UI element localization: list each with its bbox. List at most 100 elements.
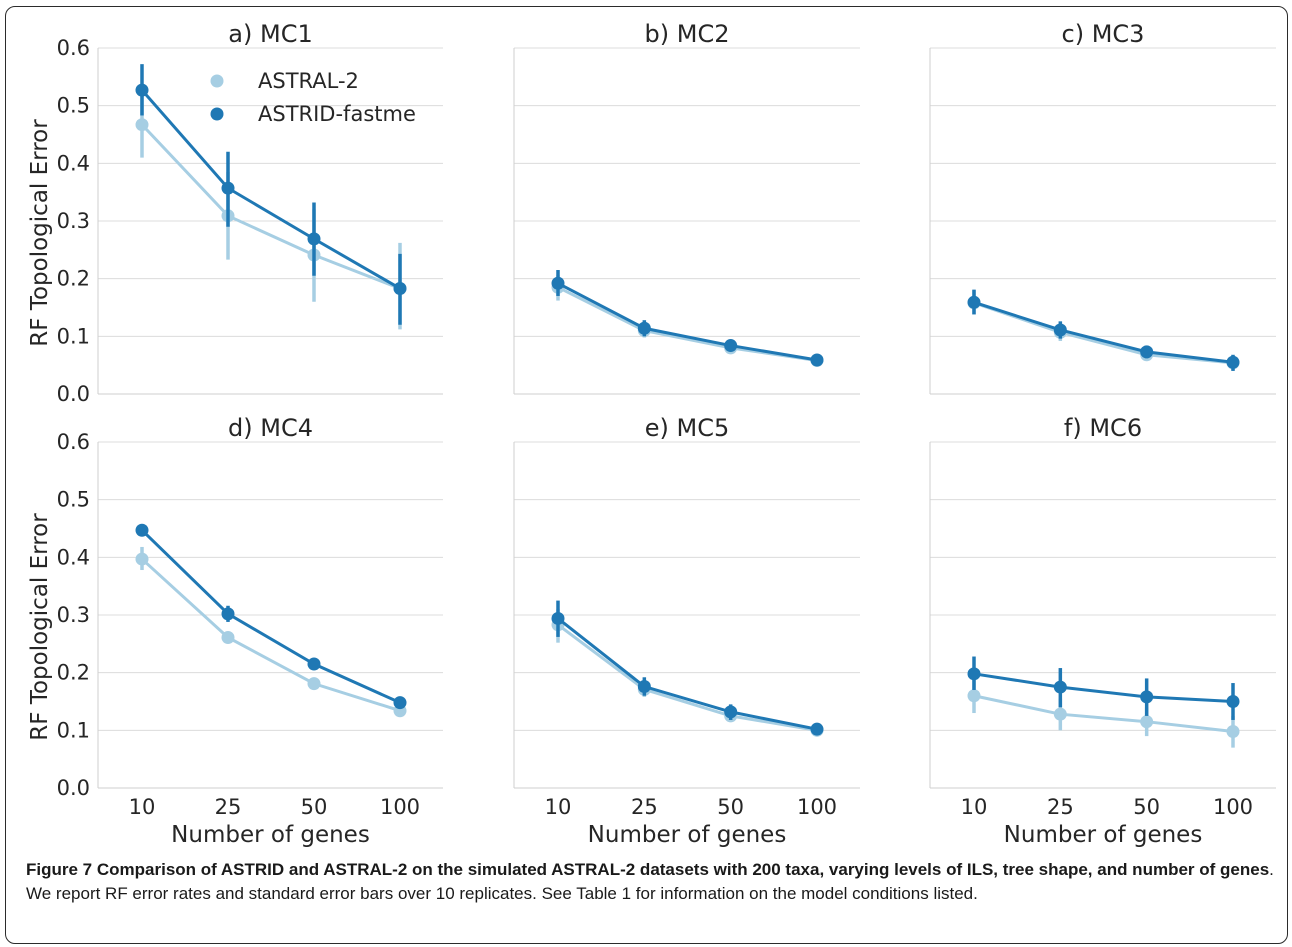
series-line bbox=[973, 694, 1234, 733]
data-point bbox=[637, 680, 651, 694]
data-point bbox=[1053, 323, 1067, 337]
y-tick-label: 0.2 bbox=[57, 661, 90, 685]
legend-marker bbox=[210, 74, 224, 88]
x-axis-label: Number of genes bbox=[1004, 822, 1203, 848]
data-point bbox=[135, 552, 149, 566]
y-tick-label: 0.3 bbox=[57, 603, 90, 627]
data-point bbox=[637, 321, 651, 335]
series-line bbox=[140, 557, 401, 713]
panel-title: f) MC6 bbox=[1064, 414, 1142, 442]
figure-frame bbox=[5, 6, 1288, 944]
y-tick-label: 0.6 bbox=[57, 430, 90, 454]
panel-5: e) MC5 10 25 50 100 Number of genes bbox=[513, 414, 860, 848]
x-tick-label: 100 bbox=[797, 795, 837, 819]
data-point bbox=[393, 696, 407, 710]
panel-title: c) MC3 bbox=[1062, 20, 1145, 48]
data-point bbox=[135, 523, 149, 537]
data-point bbox=[307, 232, 321, 246]
x-axis-label: Number of genes bbox=[171, 822, 370, 848]
data-point bbox=[967, 689, 981, 703]
y-tick-label: 0.5 bbox=[57, 488, 90, 512]
data-point bbox=[1053, 707, 1067, 721]
data-point bbox=[307, 657, 321, 671]
series-astral-2 bbox=[967, 678, 1240, 748]
x-tick-label: 25 bbox=[1047, 795, 1074, 819]
x-tick-label: 50 bbox=[717, 795, 744, 819]
legend-label: ASTRAL-2 bbox=[258, 69, 359, 93]
y-tick-label: 0.5 bbox=[57, 94, 90, 118]
caption-title: Comparison of ASTRID and ASTRAL-2 on the… bbox=[96, 860, 1270, 879]
caption-label: Figure 7 bbox=[26, 860, 93, 879]
x-tick-label: 100 bbox=[1213, 795, 1253, 819]
panel-6: f) MC6 10 25 50 100 Number of genes bbox=[929, 414, 1276, 848]
x-tick-label: 50 bbox=[1133, 795, 1160, 819]
data-point bbox=[967, 667, 981, 681]
x-tick-label: 25 bbox=[631, 795, 658, 819]
y-tick-label: 0.6 bbox=[57, 36, 90, 60]
data-point bbox=[393, 281, 407, 295]
y-tick-label: 0.4 bbox=[57, 151, 90, 175]
data-point bbox=[551, 611, 565, 625]
series-line bbox=[557, 623, 818, 732]
data-point bbox=[307, 677, 321, 691]
series-line bbox=[557, 281, 818, 362]
data-point bbox=[1053, 680, 1067, 694]
panel-title: e) MC5 bbox=[645, 414, 730, 442]
series-astrid-fastme bbox=[551, 270, 824, 367]
series-astrid-fastme bbox=[551, 600, 824, 736]
x-axis-label: Number of genes bbox=[588, 822, 787, 848]
panel-title: a) MC1 bbox=[228, 20, 312, 48]
data-point bbox=[221, 607, 235, 621]
data-point bbox=[221, 181, 235, 195]
series-line bbox=[140, 123, 401, 290]
y-tick-label: 0.0 bbox=[57, 382, 90, 406]
series-line bbox=[140, 89, 401, 290]
data-point bbox=[135, 118, 149, 132]
figure-caption: Figure 7 Comparison of ASTRID and ASTRAL… bbox=[26, 858, 1282, 906]
legend-label: ASTRID-fastme bbox=[258, 102, 416, 126]
data-point bbox=[221, 630, 235, 644]
series-astral-2 bbox=[135, 546, 407, 718]
x-tick-label: 10 bbox=[129, 795, 156, 819]
data-point bbox=[1140, 690, 1154, 704]
figure-chart: a) MC1 0.0 0.1 0.2 0.3 0.4 0.5 0.6 RF Topologica… bbox=[27, 20, 1276, 848]
x-tick-label: 50 bbox=[301, 795, 328, 819]
series-line bbox=[557, 285, 818, 363]
y-tick-label: 0.0 bbox=[57, 776, 90, 800]
legend-marker bbox=[210, 107, 224, 121]
x-tick-label: 100 bbox=[380, 795, 420, 819]
series-line bbox=[973, 300, 1234, 364]
data-point bbox=[551, 276, 565, 290]
y-tick-label: 0.1 bbox=[57, 718, 90, 742]
y-tick-label: 0.2 bbox=[57, 267, 90, 291]
panel-title: d) MC4 bbox=[228, 414, 313, 442]
y-tick-label: 0.1 bbox=[57, 324, 90, 348]
data-point bbox=[1140, 715, 1154, 729]
series-astrid-fastme bbox=[135, 64, 407, 325]
series-line bbox=[557, 617, 818, 731]
data-point bbox=[967, 295, 981, 309]
data-point bbox=[810, 722, 824, 736]
y-axis-label: RF Topological Error bbox=[27, 513, 53, 741]
data-point bbox=[724, 339, 738, 353]
caption-body: . We report RF error rates and standard … bbox=[26, 860, 1274, 903]
series-line bbox=[140, 529, 401, 705]
data-point bbox=[724, 705, 738, 719]
series-line bbox=[973, 672, 1234, 703]
data-point bbox=[1226, 724, 1240, 738]
series-astrid-fastme bbox=[967, 656, 1240, 720]
series-line bbox=[973, 301, 1234, 365]
y-tick-label: 0.4 bbox=[57, 545, 90, 569]
panel-1: a) MC1 0.0 0.1 0.2 0.3 0.4 0.5 0.6 RF Topologica… bbox=[27, 20, 443, 406]
series-astrid-fastme bbox=[967, 289, 1240, 371]
data-point bbox=[1226, 695, 1240, 708]
panel-3: c) MC3 bbox=[929, 20, 1276, 395]
panel-4: d) MC4 0.0 0.1 0.2 0.3 0.4 0.5 0.6 RF Topologica… bbox=[27, 414, 443, 848]
data-point bbox=[1226, 355, 1240, 369]
legend: ASTRAL-2 ASTRID-fastme bbox=[210, 69, 416, 126]
data-point bbox=[1140, 345, 1154, 359]
series-astrid-fastme bbox=[135, 523, 407, 710]
panel-title: b) MC2 bbox=[645, 20, 730, 48]
y-axis-label: RF Topological Error bbox=[27, 119, 53, 347]
panel-2: b) MC2 bbox=[513, 20, 860, 395]
